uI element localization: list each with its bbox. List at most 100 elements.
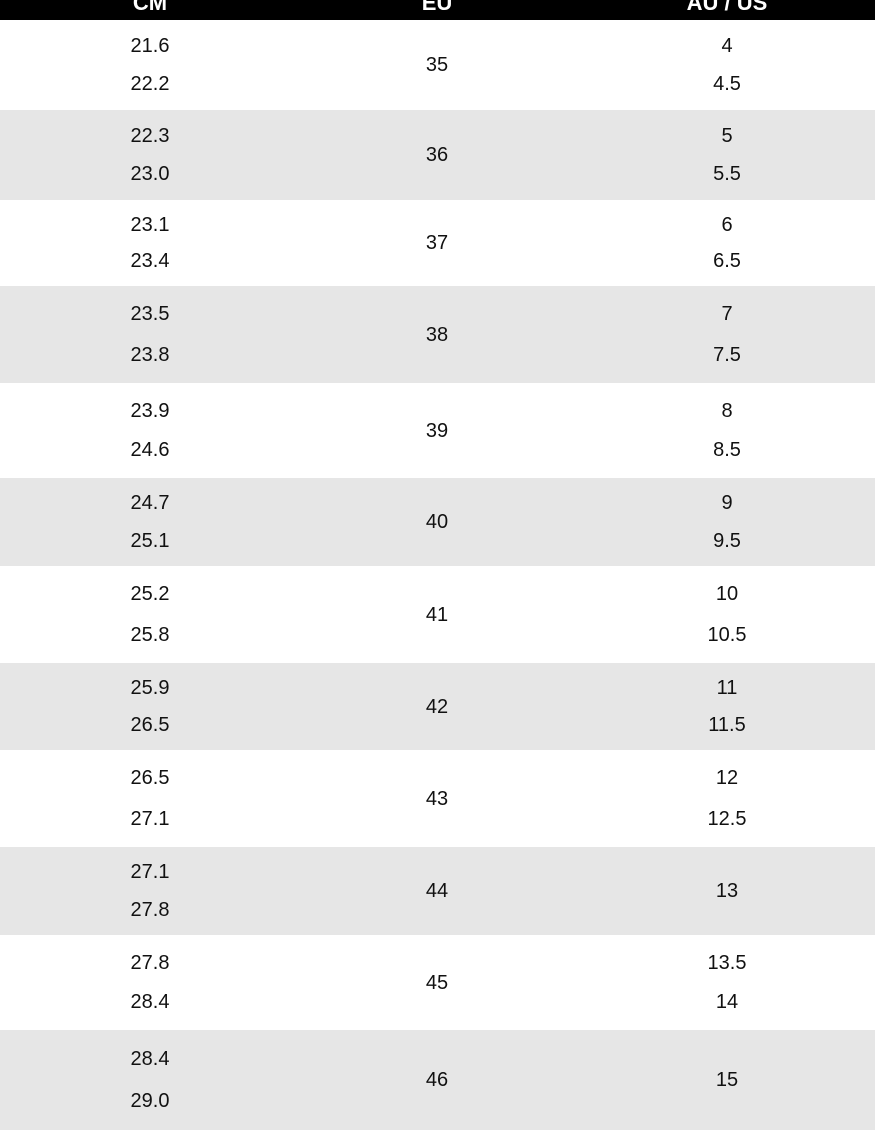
table-row: 22.3 23.0 36 5 5.5 xyxy=(0,110,875,200)
cell-text: 22.3 xyxy=(130,125,170,147)
column-header: EU xyxy=(421,0,453,15)
table-row: 27.1 27.8 44 13 xyxy=(0,847,875,935)
cell-text: 27.1 xyxy=(130,861,170,884)
cell-text: 22.2 xyxy=(130,73,170,95)
cell-text: 13.5 xyxy=(707,951,747,974)
cell-cm: 27.1 27.8 xyxy=(50,847,250,935)
cell-text: 23.9 xyxy=(130,399,170,422)
table-row: 24.7 25.1 40 9 9.5 xyxy=(0,478,875,566)
cell-text: 25.1 xyxy=(130,529,170,552)
cell-text: 23.5 xyxy=(130,303,170,326)
table-row: 21.6 22.2 35 4 4.5 xyxy=(0,20,875,110)
table-header: CM EU AU / US xyxy=(0,0,875,20)
cell-eu: 43 xyxy=(337,750,537,847)
cell-text: 4 xyxy=(721,35,733,57)
cell-text: 10 xyxy=(715,583,739,606)
cell-text: 8 xyxy=(721,399,733,422)
cell-us: 9 9.5 xyxy=(627,478,827,566)
cell-text: 8.5 xyxy=(713,439,741,462)
cell-text: 6.5 xyxy=(713,250,741,273)
cell-eu: 41 xyxy=(337,566,537,663)
cell-text: 11 xyxy=(716,677,738,699)
cell-text: 28.4 xyxy=(130,991,170,1014)
cell-text: 25.9 xyxy=(130,677,170,699)
cell-text: 45 xyxy=(425,971,449,994)
cell-cm: 23.9 24.6 xyxy=(50,383,250,478)
cell-text: 27.8 xyxy=(130,898,170,921)
cell-cm: 25.9 26.5 xyxy=(50,663,250,750)
cell-text: 42 xyxy=(425,695,449,718)
cell-text: 9 xyxy=(721,492,733,515)
cell-us: 4 4.5 xyxy=(627,20,827,110)
cell-eu: 45 xyxy=(337,935,537,1030)
cell-text: 7 xyxy=(721,303,733,326)
cell-text: 5.5 xyxy=(713,163,741,185)
cell-text: 23.4 xyxy=(130,250,170,273)
cell-text: 25.2 xyxy=(130,583,170,606)
table-row: 27.8 28.4 45 13.5 14 xyxy=(0,935,875,1030)
cell-text: 25.8 xyxy=(130,623,170,646)
cell-text: 15 xyxy=(715,1069,739,1091)
table-row: 23.1 23.4 37 6 6.5 xyxy=(0,200,875,286)
cell-eu: 35 xyxy=(337,20,537,110)
cell-eu: 44 xyxy=(337,847,537,935)
cell-text: 26.5 xyxy=(130,714,170,736)
cell-us: 13.5 14 xyxy=(627,935,827,1030)
cell-us: 7 7.5 xyxy=(627,286,827,383)
cell-text: 40 xyxy=(425,511,449,533)
cell-eu: 42 xyxy=(337,663,537,750)
cell-text: 12.5 xyxy=(707,807,747,830)
table-row: 25.2 25.8 41 10 10.5 xyxy=(0,566,875,663)
cell-us: 13 xyxy=(627,847,827,935)
cell-text: 7.5 xyxy=(713,343,741,366)
cell-text: 36 xyxy=(425,144,449,166)
cell-text: 29.0 xyxy=(130,1089,170,1112)
cell-text: 35 xyxy=(425,54,449,76)
column-header: CM xyxy=(132,0,168,15)
cell-cm: 27.8 28.4 xyxy=(50,935,250,1030)
column-header: AU / US xyxy=(686,0,768,15)
table-row: 26.5 27.1 43 12 12.5 xyxy=(0,750,875,847)
cell-text: 14 xyxy=(715,991,739,1014)
cell-cm: 23.1 23.4 xyxy=(50,200,250,286)
cell-us: 10 10.5 xyxy=(627,566,827,663)
table-row: 23.5 23.8 38 7 7.5 xyxy=(0,286,875,383)
cell-text: 28.4 xyxy=(130,1048,170,1071)
cell-cm: 21.6 22.2 xyxy=(50,20,250,110)
cell-cm: 26.5 27.1 xyxy=(50,750,250,847)
cell-text: 21.6 xyxy=(130,35,170,57)
cell-text: 24.7 xyxy=(130,492,170,515)
cell-text: 23.0 xyxy=(130,163,170,185)
cell-text: 9.5 xyxy=(713,529,741,552)
cell-text: 10.5 xyxy=(707,623,747,646)
cell-text: 24.6 xyxy=(130,439,170,462)
cell-us: 5 5.5 xyxy=(627,110,827,200)
table-row: 25.9 26.5 42 11 11.5 xyxy=(0,663,875,750)
cell-text: 23.1 xyxy=(130,213,170,236)
cell-text: 6 xyxy=(721,213,733,236)
cell-text: 26.5 xyxy=(130,767,170,790)
cell-text: 44 xyxy=(425,880,449,902)
cell-text: 27.8 xyxy=(130,951,170,974)
cell-text: 5 xyxy=(721,125,733,147)
cell-eu: 36 xyxy=(337,110,537,200)
cell-text: 11.5 xyxy=(708,714,746,736)
cell-text: 12 xyxy=(715,767,739,790)
table-row: 23.9 24.6 39 8 8.5 xyxy=(0,383,875,478)
cell-text: 43 xyxy=(425,787,449,810)
cell-text: 13 xyxy=(715,880,739,902)
cell-text: 23.8 xyxy=(130,343,170,366)
cell-us: 15 xyxy=(627,1030,827,1130)
cell-text: 37 xyxy=(425,232,449,254)
cell-eu: 40 xyxy=(337,478,537,566)
cell-eu: 39 xyxy=(337,383,537,478)
cell-text: 4.5 xyxy=(713,73,741,95)
cell-us: 6 6.5 xyxy=(627,200,827,286)
cell-cm: 25.2 25.8 xyxy=(50,566,250,663)
table-row: 28.4 29.0 46 15 xyxy=(0,1030,875,1130)
cell-us: 12 12.5 xyxy=(627,750,827,847)
cell-us: 11 11.5 xyxy=(627,663,827,750)
cell-text: 39 xyxy=(425,419,449,442)
cell-eu: 38 xyxy=(337,286,537,383)
